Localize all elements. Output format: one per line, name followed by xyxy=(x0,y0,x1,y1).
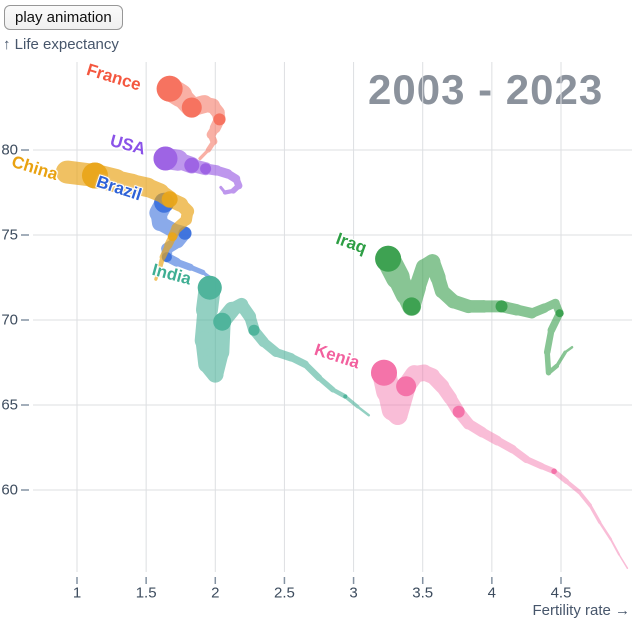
play-animation-button[interactable]: play animation xyxy=(4,5,123,30)
y-tick-label: 70 xyxy=(1,312,18,329)
milestone-dot-kenia xyxy=(452,405,465,418)
milestone-dot-iraq xyxy=(402,297,421,316)
trail-india xyxy=(194,275,371,417)
y-tick-label: 65 xyxy=(1,397,18,414)
x-tick-label: 1 xyxy=(73,584,81,601)
x-tick-label: 4.5 xyxy=(551,584,572,601)
y-tick-label: 75 xyxy=(1,227,18,244)
milestone-dot-kenia xyxy=(396,376,417,397)
milestone-dot-kenia xyxy=(551,468,557,475)
milestone-dot-china xyxy=(81,162,108,189)
trail-iraq xyxy=(375,245,574,376)
milestone-dot-usa xyxy=(200,163,212,175)
x-tick-label: 2 xyxy=(211,584,219,601)
x-axis-title: Fertility rate → xyxy=(532,602,630,619)
y-tick-label: 60 xyxy=(1,482,18,499)
milestone-dot-france xyxy=(156,75,183,102)
milestone-dot-iraq xyxy=(375,245,402,272)
milestone-dot-china xyxy=(161,191,178,208)
milestone-dot-usa xyxy=(184,157,200,173)
x-tick-label: 3.5 xyxy=(412,584,433,601)
milestone-dot-france xyxy=(213,113,226,126)
x-tick-label: 4 xyxy=(488,584,496,601)
y-axis-title: ↑ Life expectancy xyxy=(3,36,119,53)
milestone-dot-china xyxy=(167,232,177,242)
milestone-dot-france xyxy=(181,97,202,118)
milestone-dot-india xyxy=(248,324,260,336)
x-tick-label: 2.5 xyxy=(274,584,295,601)
milestone-dot-india xyxy=(213,312,232,331)
milestone-dot-usa xyxy=(153,146,178,171)
milestone-dot-iraq xyxy=(555,309,564,318)
trail-china xyxy=(55,160,195,281)
milestone-dot-india xyxy=(197,275,222,300)
chart-title: 2003 - 2023 xyxy=(368,66,604,113)
milestone-dot-iraq xyxy=(495,300,508,313)
x-tick-label: 3 xyxy=(349,584,357,601)
milestone-dot-kenia xyxy=(370,359,397,386)
y-tick-label: 80 xyxy=(1,142,18,159)
milestone-dot-india xyxy=(343,394,348,399)
x-tick-label: 1.5 xyxy=(136,584,157,601)
